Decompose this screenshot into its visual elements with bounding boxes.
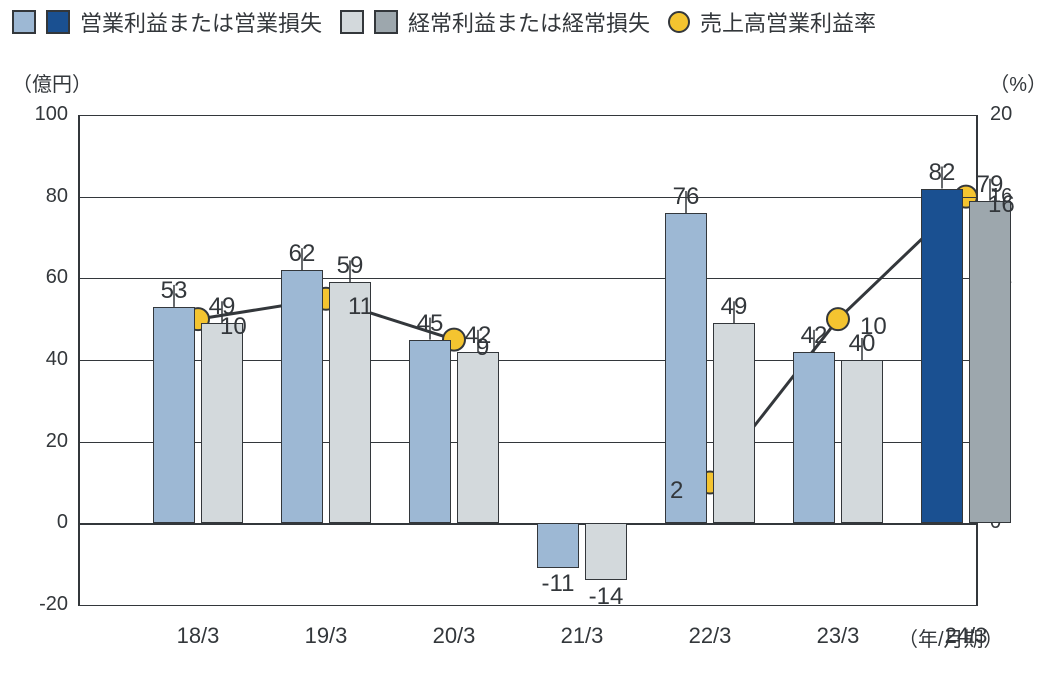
value-label-ordinary: 49 bbox=[721, 293, 748, 321]
legend-swatch-ord-light bbox=[340, 10, 364, 34]
legend-label-ord: 経常利益または経常損失 bbox=[408, 6, 650, 38]
bar-operating bbox=[281, 270, 323, 523]
bar-operating bbox=[409, 340, 451, 524]
bar-ordinary bbox=[201, 323, 243, 523]
gridline bbox=[78, 605, 978, 606]
y-tick-left: 80 bbox=[8, 185, 68, 208]
legend-swatch-op-dark bbox=[46, 10, 70, 34]
value-label-operating: 45 bbox=[417, 310, 444, 338]
legend-label-ratio: 売上高営業利益率 bbox=[700, 6, 876, 38]
bar-ordinary bbox=[969, 201, 1011, 524]
x-category-label: 23/3 bbox=[817, 623, 860, 649]
y-tick-left: -20 bbox=[8, 593, 68, 616]
y-tick-left: 20 bbox=[8, 430, 68, 453]
y-tick-right: 20 bbox=[990, 103, 1012, 126]
y-tick-left: 0 bbox=[8, 511, 68, 534]
value-label-operating: 76 bbox=[673, 183, 700, 211]
x-category-label: 19/3 bbox=[305, 623, 348, 649]
value-label-operating: -11 bbox=[542, 570, 575, 598]
bar-operating bbox=[153, 307, 195, 523]
legend-swatch-ord-dark bbox=[374, 10, 398, 34]
ratio-value-label: 10 bbox=[220, 313, 247, 341]
bar-operating bbox=[793, 352, 835, 524]
bar-ordinary bbox=[585, 523, 627, 580]
ratio-value-label: 9 bbox=[476, 334, 489, 362]
y-tick-left: 40 bbox=[8, 348, 68, 371]
ratio-value-label: 16 bbox=[988, 191, 1015, 219]
gridline bbox=[78, 523, 978, 525]
bar-operating bbox=[921, 189, 963, 524]
ratio-value-label: 2 bbox=[670, 477, 683, 505]
legend-swatch-ratio bbox=[668, 11, 690, 33]
value-label-operating: 53 bbox=[161, 277, 188, 305]
legend: 営業利益または営業損失 経常利益または経常損失 売上高営業利益率 bbox=[12, 6, 876, 38]
x-category-label: 22/3 bbox=[689, 623, 732, 649]
y-axis-right-title: （%） bbox=[989, 68, 1047, 97]
bar-ordinary bbox=[841, 360, 883, 523]
y-axis-left-line bbox=[78, 115, 80, 605]
x-category-label: 18/3 bbox=[177, 623, 220, 649]
legend-swatch-op-light bbox=[12, 10, 36, 34]
gridline bbox=[78, 197, 978, 198]
x-category-label: 20/3 bbox=[433, 623, 476, 649]
y-axis-left-title: （億円） bbox=[12, 68, 92, 97]
legend-label-op: 営業利益または営業損失 bbox=[80, 6, 322, 38]
bar-ordinary bbox=[713, 323, 755, 523]
gridline bbox=[78, 115, 978, 116]
value-label-ordinary: -14 bbox=[589, 583, 624, 611]
ratio-marker bbox=[827, 308, 849, 330]
x-category-label: 24/3 bbox=[945, 623, 988, 649]
bar-ordinary bbox=[457, 352, 499, 524]
bar-operating bbox=[537, 523, 579, 568]
plot-area: -20020406080100048121620534918/3625919/3… bbox=[78, 115, 978, 605]
ratio-value-label: 11 bbox=[348, 293, 373, 321]
profit-chart: 営業利益または営業損失 経常利益または経常損失 売上高営業利益率 （億円） （%… bbox=[0, 0, 1059, 698]
value-label-operating: 62 bbox=[289, 240, 316, 268]
y-tick-left: 60 bbox=[8, 266, 68, 289]
value-label-operating: 82 bbox=[929, 159, 956, 187]
gridline bbox=[78, 278, 978, 279]
y-tick-left: 100 bbox=[8, 103, 68, 126]
ratio-value-label: 10 bbox=[860, 313, 887, 341]
x-category-label: 21/3 bbox=[561, 623, 604, 649]
value-label-ordinary: 59 bbox=[337, 252, 364, 280]
value-label-operating: 42 bbox=[801, 322, 828, 350]
